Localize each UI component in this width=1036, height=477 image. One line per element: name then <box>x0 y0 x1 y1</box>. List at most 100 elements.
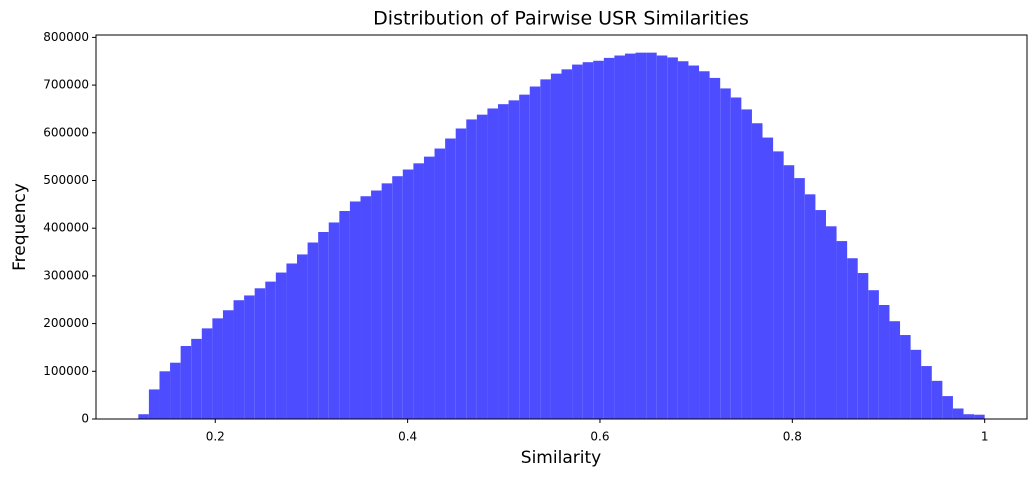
bar <box>265 281 276 419</box>
bar <box>900 335 911 419</box>
plot-area <box>138 52 985 420</box>
bar <box>445 138 456 419</box>
bar <box>170 362 181 419</box>
bar <box>974 414 985 419</box>
bar <box>582 62 594 419</box>
y-tick-label: 600000 <box>43 125 89 139</box>
bar <box>148 389 160 419</box>
bar <box>804 194 816 419</box>
bar <box>371 190 382 419</box>
bar <box>952 408 964 419</box>
y-tick-label: 200000 <box>43 316 89 330</box>
bar <box>529 86 541 420</box>
bar <box>942 396 953 419</box>
bar <box>222 310 234 419</box>
bar <box>318 232 329 419</box>
x-axis-label: Similarity <box>521 448 601 468</box>
bar <box>921 366 932 419</box>
bar <box>307 242 319 419</box>
bar <box>847 258 858 419</box>
y-tick-label: 100000 <box>43 364 89 378</box>
y-tick-label: 300000 <box>43 268 89 282</box>
x-tick-label: 1 <box>981 430 989 444</box>
bar <box>508 100 520 419</box>
bar <box>572 64 583 419</box>
bar <box>244 295 255 419</box>
bar <box>836 241 848 419</box>
bar <box>212 318 223 419</box>
bar <box>339 211 350 419</box>
bar <box>667 57 678 420</box>
bar <box>402 169 414 419</box>
bar <box>275 272 287 419</box>
bar <box>286 263 298 419</box>
bar <box>381 183 393 419</box>
bar <box>762 137 774 419</box>
axes-frame <box>95 34 1028 420</box>
bar <box>783 165 795 419</box>
bar <box>751 123 763 419</box>
bar <box>677 61 689 419</box>
bar <box>201 328 213 419</box>
bar <box>656 55 668 419</box>
bar <box>191 338 202 419</box>
x-tick-label: 0.6 <box>590 430 609 444</box>
bar <box>699 71 710 419</box>
bar <box>709 77 721 420</box>
y-tick-label: 800000 <box>43 30 89 44</box>
y-tick-label: 0 <box>81 412 89 426</box>
x-tick-label: 0.4 <box>398 430 417 444</box>
chart-title: Distribution of Pairwise USR Similaritie… <box>373 8 749 30</box>
bar <box>624 53 636 419</box>
bar <box>868 290 879 419</box>
bar <box>392 176 403 419</box>
bar <box>434 148 446 419</box>
bar <box>730 97 742 419</box>
bar <box>180 346 192 419</box>
bar <box>688 65 700 420</box>
bar <box>857 273 869 419</box>
x-tick-label: 0.2 <box>206 430 225 444</box>
bar <box>614 55 625 419</box>
bar <box>476 114 488 419</box>
bar <box>487 108 499 419</box>
bar <box>794 178 805 419</box>
bar <box>561 69 573 420</box>
bar <box>466 119 477 419</box>
bar <box>889 321 901 419</box>
bar <box>773 151 784 419</box>
bar <box>646 52 657 419</box>
bar <box>233 300 245 419</box>
y-axis-label: Frequency <box>10 183 30 271</box>
bar <box>519 94 530 420</box>
bar <box>455 128 467 419</box>
y-tick-label: 500000 <box>43 173 89 187</box>
bar <box>931 380 943 419</box>
bar <box>138 414 149 419</box>
bar <box>593 60 604 420</box>
bar <box>498 104 509 420</box>
bar <box>963 414 975 419</box>
bar <box>254 288 266 419</box>
x-tick-label: 0.8 <box>783 430 802 444</box>
bar <box>603 57 615 420</box>
bar <box>413 163 424 419</box>
bar <box>815 210 826 419</box>
bar <box>741 109 752 419</box>
bar <box>349 201 361 419</box>
bar <box>540 79 551 419</box>
bar <box>423 156 435 419</box>
bar <box>159 371 171 419</box>
bar <box>720 88 731 419</box>
bar <box>910 349 922 419</box>
y-tick-label: 700000 <box>43 78 89 92</box>
bar <box>878 304 890 419</box>
bar <box>360 196 372 419</box>
bar <box>328 222 340 419</box>
bar <box>550 73 562 419</box>
y-tick-label: 400000 <box>43 221 89 235</box>
bar <box>825 226 837 419</box>
bar <box>635 52 647 419</box>
bar <box>297 254 308 419</box>
